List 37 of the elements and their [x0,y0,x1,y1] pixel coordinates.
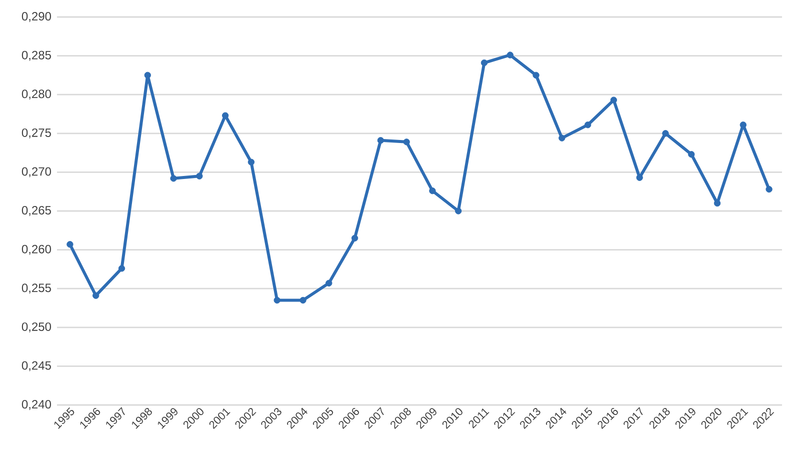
y-tick-label: 0,255 [22,284,51,294]
y-tick-label: 0,250 [22,322,52,332]
point [610,96,618,104]
point [144,72,151,79]
y-tick-label: 0,290 [22,12,52,22]
point [92,292,100,299]
point [688,151,695,158]
point [480,59,488,66]
y-tick-label: 0,265 [22,206,51,216]
point [662,130,669,137]
point [377,137,384,144]
point [170,175,177,182]
point [403,138,410,146]
point [455,208,462,214]
point [326,280,332,287]
point [66,241,74,248]
point [274,296,280,304]
point [584,122,592,128]
y-tick-label: 0,260 [22,244,52,255]
y-tick-label: 0,270 [22,167,52,178]
point [532,72,540,79]
y-tick-label: 0,240 [22,400,52,410]
point [636,174,643,181]
point [196,172,203,180]
y-tick-label: 0,280 [22,90,52,100]
y-tick-label: 0,275 [22,128,51,138]
point [506,52,514,58]
y-tick-label: 0,285 [22,50,51,61]
point [248,158,255,166]
y-tick-label: 0,245 [22,361,51,372]
point [558,134,566,142]
point [118,265,126,272]
point [429,187,436,194]
point [766,186,772,193]
point [222,112,229,119]
point [351,234,358,242]
point [300,296,306,304]
